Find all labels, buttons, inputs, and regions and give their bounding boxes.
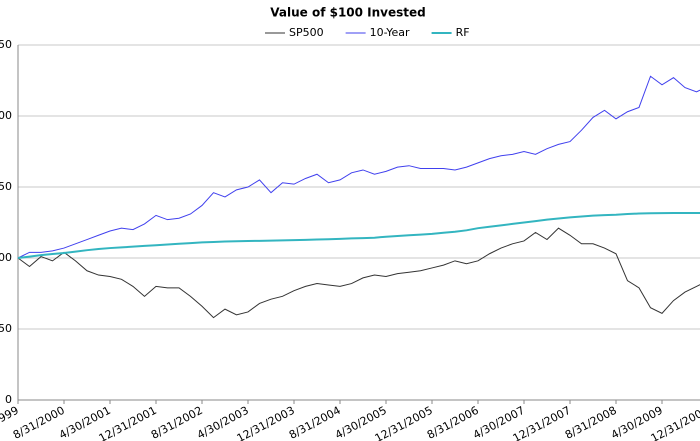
x-tick-label: 8/31/2006	[425, 404, 481, 441]
x-tick-label: 8/31/2008	[563, 404, 619, 441]
legend-label: 10-Year	[370, 26, 410, 39]
y-tick-label: 50	[0, 322, 12, 335]
chart-title: Value of $100 Invested	[270, 6, 426, 20]
data-line	[17, 75, 700, 259]
legend-label: RF	[456, 26, 470, 39]
x-tick-label: 8/31/2000	[11, 404, 67, 441]
y-tick-label: 150	[0, 180, 12, 193]
y-tick-label: 0	[5, 393, 12, 406]
data-line	[17, 211, 700, 259]
y-tick-label: 250	[0, 38, 12, 51]
x-tick-label: 8/31/2004	[287, 404, 343, 441]
legend-label: SP500	[289, 26, 324, 39]
y-tick-label: 100	[0, 251, 12, 264]
data-line	[17, 227, 700, 319]
x-tick-label: 8/31/2002	[149, 404, 205, 441]
y-tick-label: 200	[0, 109, 12, 122]
